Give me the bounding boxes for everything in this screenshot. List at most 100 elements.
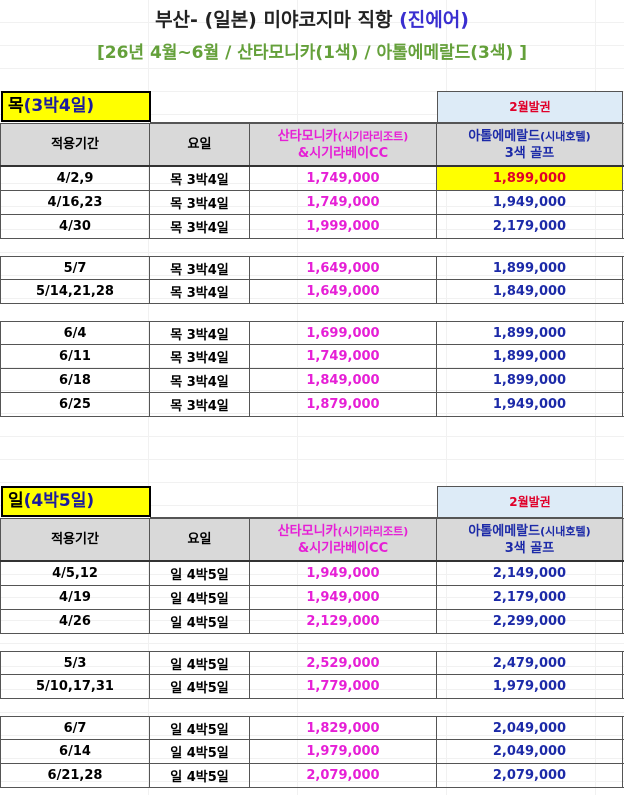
ticketing-note: 2월발권 [437,91,623,123]
table-row: 5/14,21,28 목 3박4일 1,649,000 1,849,000 [0,280,624,304]
header-atol-note: (시내호텔) [540,129,591,143]
header-atol-line2: 3색 골프 [504,540,555,556]
table-row: 4/2,9 목 3박4일 1,749,000 1,899,000 [0,167,624,191]
cell-santa-price: 1,849,000 [250,369,437,392]
cell-atol-price: 1,899,000 [437,322,623,344]
cell-atol-price: 2,479,000 [437,652,623,674]
header-atol-line2: 3색 골프 [504,145,555,161]
cell-weekday: 목 3박4일 [150,215,250,238]
cell-weekday: 일 4박5일 [150,675,250,698]
cell-period: 4/2,9 [0,167,150,190]
cell-weekday: 일 4박5일 [150,717,250,739]
header-santa-line1: 산타모니카 [277,128,338,144]
table-row: 5/3 일 4박5일 2,529,000 2,479,000 [0,651,624,675]
cell-weekday: 목 3박4일 [150,280,250,303]
cell-weekday: 일 4박5일 [150,652,250,674]
cell-santa-price: 1,949,000 [250,586,437,609]
cell-period: 4/19 [0,586,150,609]
header-period: 적용기간 [0,519,150,560]
header-weekday: 요일 [150,124,250,165]
cell-santa-price: 1,779,000 [250,675,437,698]
cell-period: 5/10,17,31 [0,675,150,698]
cell-weekday: 목 3박4일 [150,191,250,214]
cell-santa-price: 1,879,000 [250,393,437,416]
cell-period: 4/30 [0,215,150,238]
table-row: 4/19 일 4박5일 1,949,000 2,179,000 [0,586,624,610]
section-header: 일(4박5일) 2월발권 [0,486,624,518]
header-santa-note: (시기라리조트) [337,129,409,143]
cell-period: 6/11 [0,345,150,368]
cell-weekday: 목 3박4일 [150,257,250,279]
cell-weekday: 일 4박5일 [150,610,250,633]
cell-atol-price: 2,179,000 [437,586,623,609]
cell-atol-price: 1,949,000 [437,191,623,214]
cell-santa-price: 2,079,000 [250,764,437,787]
header-period: 적용기간 [0,124,150,165]
header-atoll-emerald: 아톨에메랄드(시내호텔) 3색 골프 [437,519,623,560]
table-row: 5/10,17,31 일 4박5일 1,779,000 1,979,000 [0,675,624,699]
ticketing-note: 2월발권 [437,486,623,518]
header-atol-note: (시내호텔) [540,524,591,538]
cell-santa-price: 1,999,000 [250,215,437,238]
cell-atol-price: 1,899,000 [437,167,623,190]
cell-weekday: 목 3박4일 [150,167,250,190]
cell-atol-price: 2,149,000 [437,562,623,585]
cell-weekday: 일 4박5일 [150,586,250,609]
column-header-row: 적용기간 요일 산타모니카(시기라리조트) &시기라베이CC 아톨에메랄드(시내호텔) 3… [0,123,624,167]
cell-atol-price: 1,949,000 [437,393,623,416]
cell-period: 6/18 [0,369,150,392]
day-label-weekday: 목 [8,96,24,116]
table-row: 6/21,28 일 4박5일 2,079,000 2,079,000 [0,764,624,788]
cell-santa-price: 1,649,000 [250,257,437,279]
table-row: 6/25 목 3박4일 1,879,000 1,949,000 [0,393,624,417]
cell-atol-price: 2,049,000 [437,740,623,763]
cell-santa-price: 1,829,000 [250,717,437,739]
header-atoll-emerald: 아톨에메랄드(시내호텔) 3색 골프 [437,124,623,165]
cell-atol-price: 2,079,000 [437,764,623,787]
cell-atol-price: 1,899,000 [437,345,623,368]
column-header-row: 적용기간 요일 산타모니카(시기라리조트) &시기라베이CC 아톨에메랄드(시내호텔) 3… [0,518,624,562]
cell-period: 6/14 [0,740,150,763]
cell-atol-price: 1,899,000 [437,257,623,279]
cell-period: 4/26 [0,610,150,633]
header-santa-line2: &시기라베이CC [297,540,389,556]
cell-weekday: 목 3박4일 [150,393,250,416]
cell-weekday: 목 3박4일 [150,369,250,392]
cell-santa-price: 2,529,000 [250,652,437,674]
group-spacer [0,634,624,651]
cell-atol-price: 1,849,000 [437,280,623,303]
table-row: 6/14 일 4박5일 1,979,000 2,049,000 [0,740,624,764]
cell-santa-price: 1,979,000 [250,740,437,763]
group-spacer [0,699,624,716]
divider [150,517,437,518]
cell-weekday: 목 3박4일 [150,345,250,368]
table-row: 6/18 목 3박4일 1,849,000 1,899,000 [0,369,624,393]
header-atol-line1: 아톨에메랄드 [468,523,541,539]
cell-santa-price: 1,699,000 [250,322,437,344]
cell-santa-price: 1,749,000 [250,167,437,190]
header-weekday: 요일 [150,519,250,560]
header-santa-note: (시기라리조트) [337,524,409,538]
cell-santa-price: 1,749,000 [250,345,437,368]
title-main: 부산- (일본) 미야코지마 직항 [155,9,393,31]
cell-weekday: 일 4박5일 [150,562,250,585]
cell-santa-price: 1,649,000 [250,280,437,303]
group-spacer [0,239,624,256]
cell-weekday: 일 4박5일 [150,740,250,763]
table-row: 4/16,23 목 3박4일 1,749,000 1,949,000 [0,191,624,215]
group-spacer [0,304,624,321]
table-row: 4/5,12 일 4박5일 1,949,000 2,149,000 [0,562,624,586]
header-santa-monica: 산타모니카(시기라리조트) &시기라베이CC [250,519,437,560]
cell-atol-price: 2,299,000 [437,610,623,633]
cell-period: 6/7 [0,717,150,739]
section-header: 목(3박4일) 2월발권 [0,91,624,123]
header-santa-line1: 산타모니카 [277,523,338,539]
header-atol-line1: 아톨에메랄드 [468,128,541,144]
day-label: 목(3박4일) [1,91,151,122]
cell-atol-price: 2,179,000 [437,215,623,238]
day-label: 일(4박5일) [1,486,151,517]
cell-period: 5/14,21,28 [0,280,150,303]
page-subtitle: [26년 4월~6월 / 산타모니카(1색) / 아톨에메랄드(3색) ] [96,43,527,63]
cell-atol-price: 1,899,000 [437,369,623,392]
